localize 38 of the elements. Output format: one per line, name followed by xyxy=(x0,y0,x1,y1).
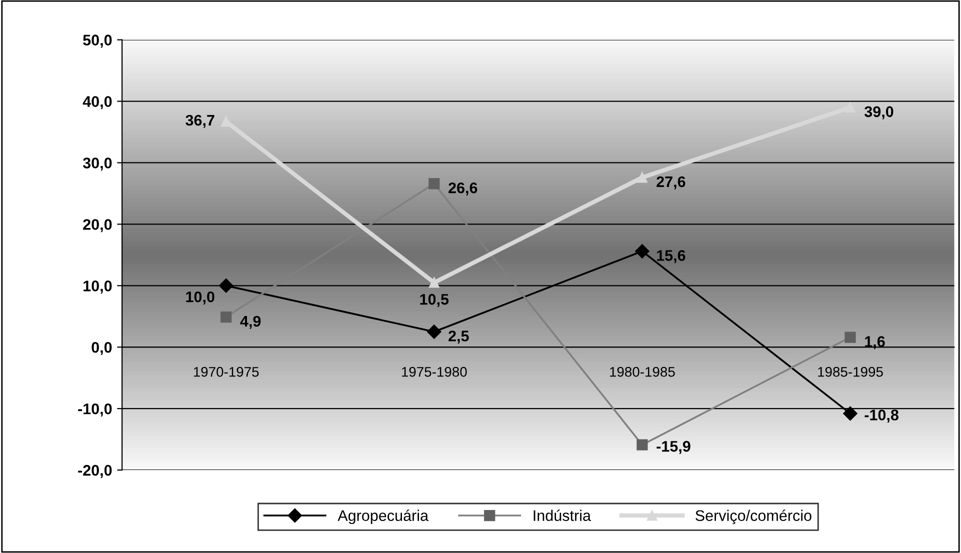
point xyxy=(428,277,440,288)
point xyxy=(636,172,648,183)
y-tick-label: 50,0 xyxy=(83,34,112,48)
point xyxy=(844,332,856,343)
legend-label: Agropecuária xyxy=(338,510,428,524)
data-label: 39,0 xyxy=(864,106,894,120)
y-tick-label: -20,0 xyxy=(78,464,112,478)
data-label: 36,7 xyxy=(186,114,214,128)
point xyxy=(218,278,234,293)
data-label: 15,6 xyxy=(657,250,686,264)
point xyxy=(428,178,440,190)
y-tick-label: 10,0 xyxy=(84,280,112,294)
y-tick-label: 20,0 xyxy=(83,219,112,232)
data-label: 10,5 xyxy=(420,294,449,307)
y-tick-label: 30,0 xyxy=(82,158,112,171)
y-tick-label: 0,0 xyxy=(92,342,112,356)
point xyxy=(843,406,858,421)
point xyxy=(427,324,442,339)
data-label: -10,8 xyxy=(864,410,898,423)
y-tick-label: 40,0 xyxy=(82,96,112,110)
x-tick-label: 1975-1980 xyxy=(402,366,467,377)
point xyxy=(220,311,232,323)
x-tick-label: 1985-1995 xyxy=(818,366,883,377)
x-tick-label: 1980-1985 xyxy=(610,366,675,377)
legend-label: Indústria xyxy=(534,510,591,522)
data-label: 27,6 xyxy=(656,176,686,190)
x-tick-label: 1970-1975 xyxy=(194,366,259,377)
point xyxy=(636,439,648,450)
data-label: 10,0 xyxy=(186,291,214,304)
legend-label: Serviço/comércio xyxy=(696,510,812,524)
data-label: 26,6 xyxy=(448,182,478,196)
data-label: -15,9 xyxy=(656,440,690,454)
data-label: 2,5 xyxy=(448,330,469,344)
data-label: 4,9 xyxy=(240,316,261,329)
point xyxy=(845,102,856,113)
data-label: 1,6 xyxy=(865,336,885,350)
point xyxy=(635,244,650,258)
y-tick-label: -10,0 xyxy=(78,403,112,416)
